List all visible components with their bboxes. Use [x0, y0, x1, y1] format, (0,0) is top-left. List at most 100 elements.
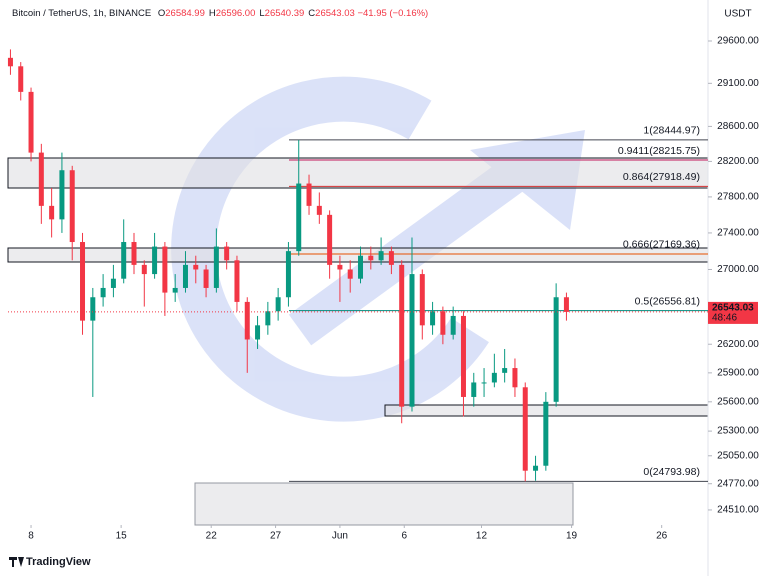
candle-body [316, 205, 322, 215]
candle-body [265, 311, 271, 326]
ohlc-value: 26584.99 [165, 8, 205, 19]
candle-body [100, 287, 106, 298]
countdown: 48:46 [712, 313, 737, 324]
fib-label: 1(28444.97) [643, 125, 700, 137]
ohlc-value: 26543.03 [315, 8, 355, 19]
brand-logo [9, 557, 24, 567]
candle-body [543, 401, 549, 466]
y-tick-label: 28600.00 [717, 121, 759, 132]
x-tick-label: 15 [116, 531, 128, 542]
ohlc-key: O [157, 8, 166, 19]
candle-body [234, 260, 240, 302]
candle-body [49, 205, 55, 220]
candle-body [491, 372, 497, 383]
y-tick-label: 25900.00 [717, 367, 759, 378]
zone [7, 157, 709, 189]
candle-body [481, 382, 487, 384]
y-tick-label: 28200.00 [717, 156, 759, 167]
candle-body [388, 251, 394, 265]
brand: TradingView [26, 556, 91, 568]
x-tick-label: 8 [28, 531, 34, 542]
currency: USDT [724, 9, 751, 20]
x-tick-label: 26 [656, 531, 668, 542]
candle-body [59, 170, 65, 220]
x-tick-label: 6 [401, 531, 407, 542]
y-tick-label: 27800.00 [717, 192, 759, 203]
candle-body [440, 311, 446, 335]
candle-body [182, 264, 188, 288]
candle-body [471, 382, 477, 397]
candle-body [193, 264, 199, 270]
candle-body [430, 311, 436, 326]
candle-body [172, 287, 178, 293]
y-tick-label: 25050.00 [717, 450, 759, 461]
candle-body [141, 264, 147, 275]
candle-body [533, 465, 539, 471]
candle-body [244, 301, 250, 340]
ohlc-key: L [259, 8, 265, 19]
y-tick-label: 24770.00 [717, 478, 759, 489]
candle-body [553, 297, 559, 402]
change: −41.95 (−0.16%) [357, 8, 429, 19]
fib-label: 0.5(26556.81) [635, 295, 700, 307]
candle-body [347, 269, 353, 279]
last-price-label: 26543.03 [712, 303, 754, 314]
candle-body [213, 246, 219, 288]
candle-body [296, 183, 302, 252]
ohlc-key: H [208, 8, 216, 19]
ohlc: O26584.99 H26596.00 L26540.39 C26543.03 [154, 8, 355, 19]
candle-body [110, 278, 116, 288]
ohlc-key: C [308, 8, 316, 19]
candle-body [419, 274, 425, 326]
fib-label: 0(24793.98) [643, 466, 700, 478]
candle-body [90, 297, 96, 321]
candle-body [368, 255, 374, 261]
fib-label: 0.666(27169.36) [623, 239, 700, 251]
watermark-arc [171, 76, 489, 422]
x-tick-label: 22 [206, 531, 218, 542]
candle-body [337, 264, 343, 270]
x-tick-label: Jun [332, 531, 348, 542]
candle-body [563, 297, 569, 312]
header: Bitcoin / TetherUS, 1h, BINANCE O26584.9… [12, 8, 428, 19]
candle-body [399, 264, 405, 407]
candle-body [69, 170, 75, 243]
ohlc-value: 26540.39 [264, 8, 305, 19]
candle-body [18, 66, 24, 92]
candle-body [203, 269, 209, 288]
y-tick-label: 27400.00 [717, 228, 759, 239]
candle-body [224, 246, 230, 261]
candle-body [522, 387, 528, 471]
y-tick-label: 25600.00 [717, 396, 759, 407]
fib-label: 0.9411(28215.75) [618, 145, 700, 157]
candle-body [121, 242, 127, 279]
x-tick-label: 12 [476, 531, 488, 542]
candle-body [327, 214, 333, 265]
candle-body [460, 315, 466, 397]
candle-body [285, 251, 291, 298]
ohlc-value: 26596.00 [215, 8, 256, 19]
y-tick-label: 29600.00 [717, 36, 759, 47]
symbol: Bitcoin / TetherUS, 1h, BINANCE [12, 8, 152, 19]
zone [194, 482, 574, 526]
y-tick-label: 29100.00 [717, 78, 759, 89]
candle-body [28, 91, 34, 153]
last-price-box [708, 301, 758, 324]
candle-body [80, 242, 86, 321]
candle-body [512, 368, 518, 388]
candle-body [306, 183, 312, 206]
candle-body [378, 251, 384, 261]
candle-body [7, 57, 13, 67]
y-tick-label: 27000.00 [717, 264, 759, 275]
candle-body [255, 325, 261, 340]
candle-body [358, 255, 364, 279]
candle-body [502, 368, 508, 373]
candle-body [275, 297, 281, 312]
x-tick-label: 27 [270, 531, 282, 542]
candle-body [131, 242, 137, 265]
zone [7, 247, 709, 263]
candle-body [38, 152, 44, 206]
y-tick-label: 24510.00 [717, 505, 759, 516]
